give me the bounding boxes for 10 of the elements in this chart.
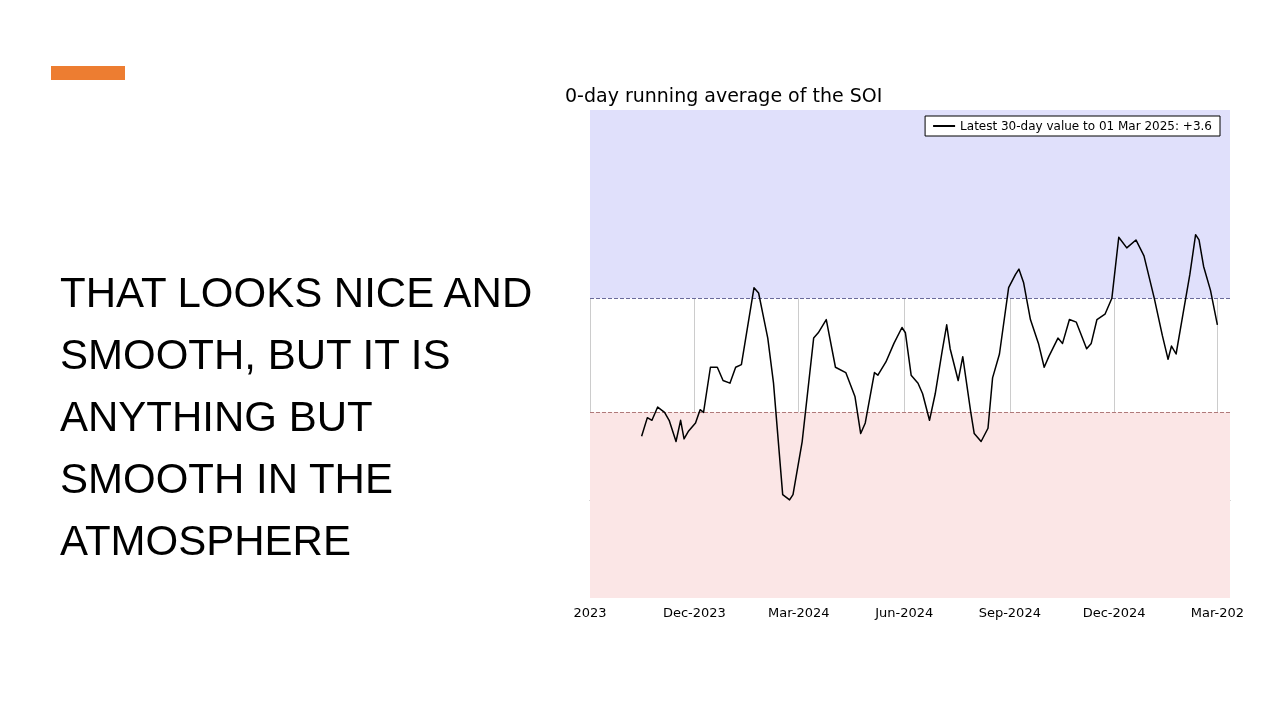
legend-label: Latest 30-day value to 01 Mar 2025: +3.6 xyxy=(960,119,1213,133)
x-tick-label: Mar-2024 xyxy=(768,605,830,620)
x-tick-label: 2023 xyxy=(573,605,607,620)
text: THAT LOOKS NICE AND SMOOTH, BUT IT IS ANYTHING BUT SMOOTH IN THE ATMOSPHERE xyxy=(60,268,534,566)
x-tick-label: Dec-2023 xyxy=(662,605,726,620)
chart-title: 0-day running average of the SOI xyxy=(565,83,883,106)
x-tick-label: Dec-2024 xyxy=(1082,605,1146,620)
x-tick-label: Mar-202 xyxy=(1190,605,1244,620)
x-tick-label: Sep-2024 xyxy=(978,605,1041,620)
x-tick-label: Jun-2024 xyxy=(874,605,934,620)
